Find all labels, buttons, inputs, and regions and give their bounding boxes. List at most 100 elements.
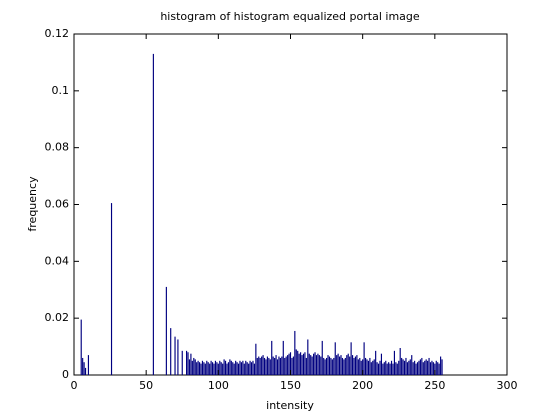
bar bbox=[414, 360, 416, 375]
bar bbox=[174, 336, 176, 375]
bar bbox=[405, 357, 407, 375]
bar bbox=[441, 359, 443, 375]
bar bbox=[266, 356, 268, 375]
bar bbox=[282, 340, 284, 375]
bar bbox=[376, 362, 378, 375]
bar bbox=[214, 360, 217, 375]
bar bbox=[261, 356, 263, 375]
bar bbox=[406, 362, 408, 375]
bar bbox=[232, 362, 234, 375]
bar bbox=[311, 356, 313, 375]
bar bbox=[351, 355, 354, 375]
bar bbox=[366, 359, 368, 375]
bar bbox=[344, 357, 346, 375]
bar bbox=[204, 363, 206, 375]
bar bbox=[207, 362, 209, 375]
bar bbox=[285, 356, 287, 375]
bar bbox=[209, 363, 211, 375]
bar bbox=[275, 355, 277, 375]
bar bbox=[401, 357, 403, 375]
bar bbox=[284, 357, 286, 375]
bar bbox=[211, 362, 214, 375]
bar bbox=[222, 363, 224, 375]
bar bbox=[380, 353, 383, 375]
y-tick-label: 0.08 bbox=[45, 141, 70, 154]
bar bbox=[382, 363, 384, 375]
bar bbox=[320, 356, 322, 375]
bar bbox=[353, 357, 355, 375]
bar bbox=[395, 362, 397, 375]
bar bbox=[354, 356, 357, 375]
bar bbox=[258, 356, 260, 375]
bar bbox=[340, 355, 342, 375]
bar bbox=[224, 360, 227, 375]
x-tick-label: 0 bbox=[71, 379, 78, 392]
bar bbox=[190, 353, 192, 375]
x-tick-label: 250 bbox=[424, 379, 445, 392]
bar bbox=[432, 362, 434, 375]
bar bbox=[326, 357, 328, 375]
bar bbox=[298, 353, 300, 375]
bar bbox=[152, 53, 154, 376]
bar bbox=[265, 359, 267, 375]
bar bbox=[223, 359, 225, 375]
bar bbox=[399, 348, 401, 375]
bar bbox=[350, 342, 352, 375]
bar bbox=[388, 362, 390, 375]
bar bbox=[336, 355, 338, 375]
y-tick-label: 0.02 bbox=[45, 311, 70, 324]
bar bbox=[411, 355, 413, 375]
bar bbox=[337, 353, 339, 375]
bar bbox=[412, 362, 414, 375]
bar bbox=[292, 356, 294, 375]
bar bbox=[210, 360, 212, 375]
bar bbox=[403, 360, 406, 375]
bar bbox=[253, 363, 255, 375]
bar bbox=[272, 356, 274, 375]
x-tick-label: 300 bbox=[497, 379, 518, 392]
bar bbox=[216, 362, 218, 375]
bar bbox=[440, 356, 442, 375]
bar bbox=[110, 203, 113, 375]
bar bbox=[330, 357, 332, 375]
bar bbox=[386, 363, 388, 375]
bar bbox=[356, 355, 358, 375]
bar bbox=[357, 359, 359, 375]
bar bbox=[201, 360, 204, 375]
bar bbox=[252, 360, 254, 375]
bar bbox=[269, 359, 271, 375]
bar bbox=[383, 362, 385, 375]
bar bbox=[187, 352, 189, 375]
bar bbox=[434, 363, 436, 375]
bar bbox=[396, 363, 398, 375]
bar bbox=[408, 360, 410, 375]
y-axis-label: frequency bbox=[26, 176, 39, 232]
bar bbox=[416, 362, 419, 375]
bar bbox=[437, 362, 439, 375]
bar bbox=[438, 363, 440, 375]
bar bbox=[389, 363, 391, 375]
bar bbox=[375, 350, 377, 375]
bar bbox=[363, 342, 365, 375]
bar bbox=[318, 355, 320, 375]
bar bbox=[288, 353, 290, 375]
bar bbox=[315, 355, 318, 375]
bar bbox=[343, 359, 345, 375]
bar bbox=[300, 352, 302, 375]
bar bbox=[217, 363, 219, 375]
bar bbox=[289, 352, 292, 375]
bar bbox=[200, 363, 202, 375]
bar bbox=[220, 362, 222, 375]
bar bbox=[424, 360, 426, 375]
bar bbox=[307, 339, 309, 375]
bar bbox=[213, 363, 215, 375]
bar bbox=[418, 360, 420, 375]
bar bbox=[263, 357, 266, 375]
bar bbox=[294, 330, 296, 375]
bar bbox=[402, 359, 404, 375]
bar bbox=[377, 363, 380, 375]
bar bbox=[197, 360, 199, 375]
bar bbox=[372, 360, 374, 375]
bar bbox=[390, 360, 393, 375]
